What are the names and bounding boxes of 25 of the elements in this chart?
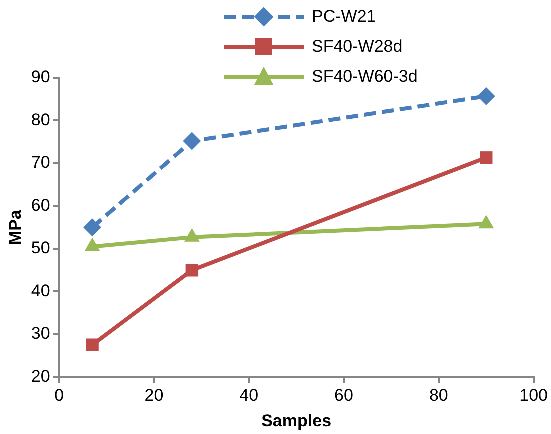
- y-tick-label: 20: [31, 366, 50, 386]
- point: [477, 87, 496, 106]
- y-tick-label: 70: [31, 153, 50, 172]
- y-tick-label: 30: [31, 324, 50, 344]
- y-tick-label: 80: [31, 110, 50, 130]
- x-axis-title: Samples: [262, 411, 332, 430]
- point: [480, 152, 493, 164]
- x-tick-label: 0: [54, 386, 64, 406]
- legend-label: PC-W21: [312, 7, 376, 27]
- x-tick-label: 20: [144, 386, 164, 406]
- legend-label: SF40-W60-3d: [312, 67, 418, 87]
- x-tick-label: 100: [520, 386, 548, 406]
- point: [186, 264, 199, 277]
- x-tick-label: 60: [334, 386, 354, 406]
- legend-label: SF40-W28d: [312, 37, 403, 57]
- y-tick-label: 60: [31, 196, 50, 215]
- point: [86, 338, 99, 352]
- point: [183, 132, 202, 150]
- x-tick-label: 80: [429, 386, 448, 406]
- x-tick-label: 40: [240, 386, 259, 406]
- y-tick-label: 50: [31, 238, 50, 258]
- y-tick-label: 90: [31, 68, 50, 87]
- point: [84, 218, 102, 237]
- y-tick-label: 40: [31, 281, 50, 300]
- y-axis-title: MPa: [6, 210, 25, 246]
